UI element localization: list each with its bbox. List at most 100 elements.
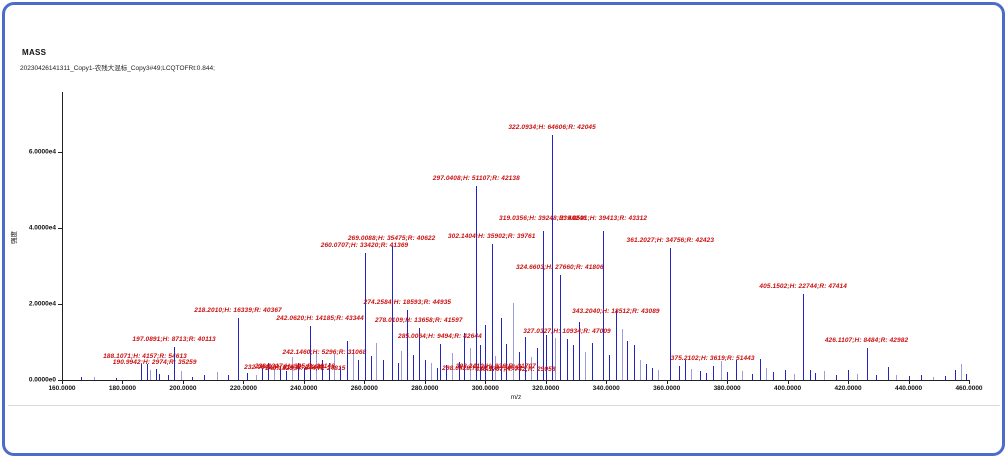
x-tick xyxy=(243,381,245,384)
y-tick-label: 0.0000e0 xyxy=(28,376,56,384)
spectrum-peak xyxy=(760,358,762,380)
spectrum-peak xyxy=(961,363,963,380)
spectrum-peak xyxy=(464,333,466,380)
peak-annotation: 361.2027;H: 34756;R: 42423 xyxy=(626,237,715,245)
spectrum-peak xyxy=(690,369,692,380)
x-tick xyxy=(182,381,184,384)
peak-annotation-overlapped: 298.0428;H: 814;R: 30652 xyxy=(442,365,523,372)
y-tick-label: 6.0000e4 xyxy=(28,148,56,156)
y-tick xyxy=(58,304,62,306)
spectrum-peak xyxy=(238,318,239,380)
spectrum-peak xyxy=(204,375,206,380)
x-tick-label: 460.0000 xyxy=(955,385,983,392)
spectrum-peak xyxy=(446,364,448,380)
spectrum-peak xyxy=(168,375,170,380)
x-tick-label: 180.0000 xyxy=(108,385,137,392)
y-tick-label: 2.0000e4 xyxy=(28,300,56,308)
spectrum-peak xyxy=(615,309,617,380)
peak-annotation: 426.1107;H: 8484;R: 42982 xyxy=(824,336,909,344)
peak-annotation: 327.0327;H: 10934;R: 47009 xyxy=(523,327,611,335)
spectrum-peak xyxy=(888,366,889,380)
spectrum-peak xyxy=(431,363,433,380)
peak-annotation: 375.2102;H: 3619;R: 51443 xyxy=(670,355,755,363)
x-tick-label: 220.0000 xyxy=(229,385,257,392)
spectrum-peak xyxy=(700,371,702,380)
spectrum-peak xyxy=(216,372,218,380)
x-tick-label: 300.0000 xyxy=(471,385,499,392)
x-tick xyxy=(545,381,547,384)
peak-annotation: 319.0356;H: 39248;R: 40246 xyxy=(499,215,587,223)
spectrum-peak xyxy=(621,329,623,380)
spectrum-peak xyxy=(742,371,744,380)
spectrum-peak xyxy=(401,351,403,380)
peak-annotation: 197.0891;H: 8713;R: 40113 xyxy=(132,336,216,343)
spectrum-peak xyxy=(439,344,441,380)
x-axis-line xyxy=(62,380,970,381)
spectrum-peak xyxy=(803,293,805,380)
peak-annotation: 343.2040;H: 18512;R: 43089 xyxy=(572,307,660,315)
x-tick-label: 160.0000 xyxy=(48,385,76,392)
peak-annotation-overlapped: 240.1829;H: 644;R: 24815 xyxy=(265,365,346,372)
spectrum-peak xyxy=(491,243,493,380)
spectrum-peak xyxy=(352,348,354,380)
spectrum-peak xyxy=(579,321,581,380)
x-axis-label: m/z xyxy=(510,394,522,401)
peak-annotation: 278.0109;H: 13658;R: 41597 xyxy=(375,317,463,325)
x-tick-label: 420.0000 xyxy=(834,385,862,392)
spectrum-peak xyxy=(424,359,426,380)
x-tick-label: 320.0000 xyxy=(532,385,560,392)
spectrum-peak xyxy=(954,369,956,380)
spectrum-peak xyxy=(397,363,399,380)
spectrum-peak xyxy=(364,253,366,380)
spectrum-peak xyxy=(712,366,714,380)
peak-annotation: 324.6603;H: 27660;R: 41806 xyxy=(516,264,604,272)
peak-annotation: 242.1460;H: 5296;R: 31068 xyxy=(282,348,367,356)
spectrum-peak xyxy=(552,135,554,380)
spectrum-peak xyxy=(572,345,574,380)
x-tick-label: 400.0000 xyxy=(774,385,802,392)
x-tick xyxy=(122,381,124,384)
spectrum-peak xyxy=(823,371,825,380)
spectrum-peak xyxy=(524,336,526,380)
spectrum-peak xyxy=(346,340,348,380)
spectrum-peak xyxy=(585,351,586,380)
spectrum-peak xyxy=(721,361,723,380)
y-axis-line xyxy=(62,92,63,381)
x-tick-label: 340.0000 xyxy=(592,385,620,392)
spectrum-peak xyxy=(292,356,294,380)
spectrum-peak xyxy=(285,370,287,380)
spectrum-peak xyxy=(848,369,850,380)
spectrum-peak xyxy=(140,363,142,380)
spectrum-peak xyxy=(358,359,360,380)
spectrum-peak xyxy=(383,360,385,380)
x-tick xyxy=(364,381,366,384)
spectrum-peak xyxy=(657,370,659,380)
x-tick-label: 280.0000 xyxy=(411,385,439,392)
spectrum-peak xyxy=(537,348,538,380)
spectrum-peak xyxy=(500,317,502,380)
spectrum-peak xyxy=(706,372,707,380)
spectrum-peak xyxy=(370,355,372,380)
peak-annotation-overlapped: 238.1317;H: 905;R: 26146 xyxy=(254,363,335,370)
spectrum-peak xyxy=(591,342,593,380)
spectrum-peak xyxy=(857,373,859,380)
peak-annotation: 285.0064;H: 9494;R: 42644 xyxy=(397,333,482,340)
x-tick xyxy=(62,381,63,384)
peak-annotation: 242.0620;H: 14185;R: 43344 xyxy=(276,315,364,323)
spectrum-peak xyxy=(391,245,393,380)
spectrum-peak xyxy=(310,359,312,380)
spectrum-peak xyxy=(772,372,774,380)
spectrum-peak xyxy=(751,373,753,380)
x-tick xyxy=(787,381,789,384)
spectrum-peak xyxy=(470,348,472,380)
spectrum-peak xyxy=(452,352,453,380)
spectrum-peak xyxy=(418,328,420,380)
spectrum-peak xyxy=(944,375,946,380)
spectrum-peak xyxy=(192,376,193,380)
spectrum-peak xyxy=(116,378,118,380)
spectrum-peak xyxy=(328,362,330,380)
peak-annotation: 269.0088;H: 35475;R: 40622 xyxy=(347,234,436,242)
spectrum-peak xyxy=(310,326,312,380)
spectrum-peak xyxy=(908,376,910,380)
